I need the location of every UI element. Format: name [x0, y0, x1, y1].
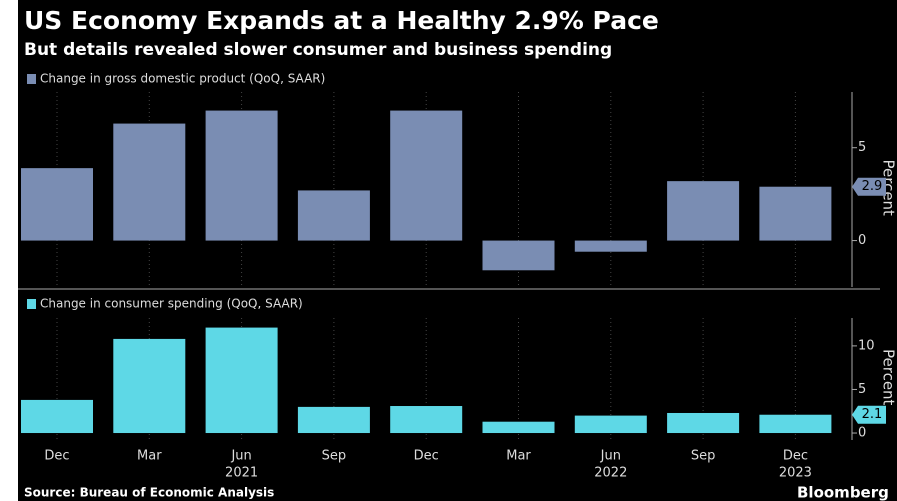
- y-tick-label: 0: [858, 233, 866, 248]
- x-tick-label: Sep: [322, 449, 347, 464]
- bar: [297, 190, 370, 241]
- x-tick-label: Jun: [230, 449, 251, 464]
- x-tick-label: Dec: [783, 449, 808, 464]
- bar: [21, 399, 93, 434]
- bar: [574, 240, 647, 252]
- x-tick-label: Dec: [44, 449, 69, 464]
- source: Source: Bureau of Economic Analysis: [24, 486, 274, 500]
- y-tick-label: 0: [858, 426, 866, 441]
- x-year-label: 2022: [594, 466, 627, 481]
- chart-title: US Economy Expands at a Healthy 2.9% Pac…: [24, 6, 659, 35]
- x-tick-label: Jun: [600, 449, 621, 464]
- bar: [482, 421, 555, 434]
- value-label: 2.1: [862, 407, 883, 422]
- y-axis-label: Percent: [880, 160, 897, 217]
- legend-label: Change in consumer spending (QoQ, SAAR): [40, 297, 303, 311]
- chart-subtitle: But details revealed slower consumer and…: [24, 40, 612, 60]
- value-badge: [852, 177, 886, 196]
- value-badge: [852, 405, 886, 424]
- bar: [205, 327, 278, 434]
- x-year-label: 2023: [779, 466, 812, 481]
- y-tick-label: 10: [858, 338, 875, 353]
- x-tick-label: Sep: [691, 449, 716, 464]
- legend-label: Change in gross domestic product (QoQ, S…: [40, 72, 325, 86]
- bar: [297, 406, 370, 434]
- y-tick-label: 5: [858, 382, 866, 397]
- bar: [759, 414, 832, 434]
- bar: [113, 123, 186, 241]
- x-tick-label: Mar: [506, 449, 531, 464]
- y-axis-label: Percent: [880, 349, 897, 406]
- bar: [205, 110, 278, 241]
- bar: [390, 406, 463, 434]
- bar: [390, 110, 463, 241]
- bar: [21, 168, 93, 241]
- legend-swatch: [27, 299, 36, 309]
- bar: [113, 338, 186, 434]
- x-tick-label: Dec: [414, 449, 439, 464]
- bar: [759, 186, 832, 241]
- bar: [667, 181, 740, 241]
- x-year-label: 2021: [225, 466, 258, 481]
- bar: [574, 415, 647, 434]
- bar: [667, 412, 740, 434]
- bar: [482, 240, 555, 271]
- x-tick-label: Mar: [137, 449, 162, 464]
- legend-swatch: [27, 74, 36, 84]
- credit: Bloomberg: [797, 484, 889, 501]
- value-label: 2.9: [862, 179, 883, 194]
- y-tick-label: 5: [858, 140, 866, 155]
